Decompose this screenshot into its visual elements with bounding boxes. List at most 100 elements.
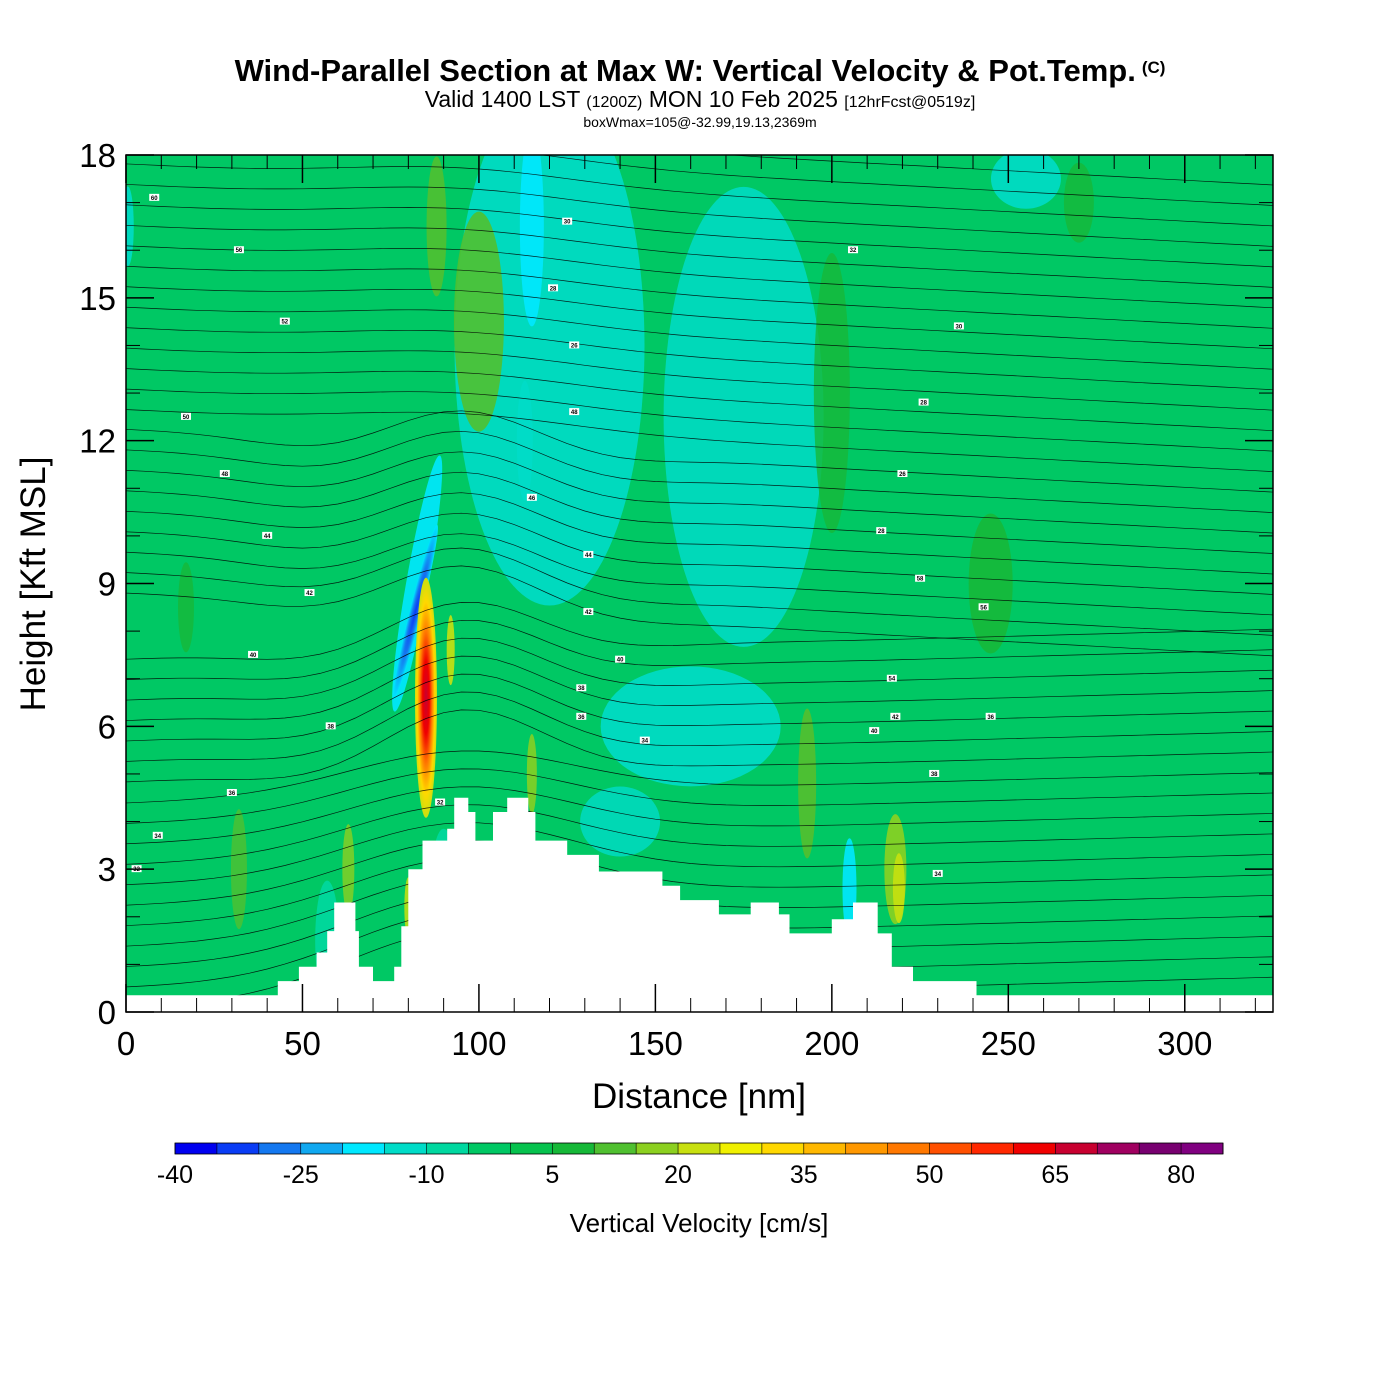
svg-text:40: 40 xyxy=(617,658,624,664)
valid-utc: (1200Z) xyxy=(586,94,643,111)
theta-contour-label-21: 36 xyxy=(576,712,587,721)
theta-contour-label-10: 34 xyxy=(152,831,163,840)
svg-text:44: 44 xyxy=(264,534,271,540)
velocity-feature-7 xyxy=(126,186,134,267)
theta-contours: 60 56 52 50 48 44 42 40 38 36 34 32 30 28 26 48 46 44 42 40… xyxy=(126,155,1273,1008)
theta-contour-label-23: 32 xyxy=(848,246,859,254)
velocity-feature-13 xyxy=(798,708,817,859)
svg-text:56: 56 xyxy=(980,605,987,611)
svg-text:30: 30 xyxy=(956,324,963,330)
theta-contour-label-32: 40 xyxy=(869,727,880,735)
theta-contour-24 xyxy=(126,451,1273,534)
svg-text:56: 56 xyxy=(236,248,243,254)
y-tick-label: 3 xyxy=(98,851,116,888)
theta-contour-16 xyxy=(126,619,1273,681)
svg-text:38: 38 xyxy=(931,772,938,778)
theta-contour-label-29: 56 xyxy=(978,603,989,611)
theta-contour-label-3: 50 xyxy=(180,412,191,421)
svg-text:40: 40 xyxy=(871,729,878,735)
velocity-feature-21 xyxy=(342,824,355,915)
theta-contour-12 xyxy=(126,691,1273,762)
colorbar-swatch-0 xyxy=(175,1143,218,1154)
theta-contour-32 xyxy=(126,306,1273,370)
copyright-mark: (C) xyxy=(1141,58,1166,77)
theta-contour-14 xyxy=(126,655,1273,721)
svg-text:60: 60 xyxy=(151,196,158,202)
colorbar-swatch-18 xyxy=(929,1143,972,1154)
velocity-feature-18 xyxy=(1063,162,1094,243)
chart-title: Wind-Parallel Section at Max W: Vertical… xyxy=(0,50,1400,89)
chart-subtitle: Valid 1400 LST (1200Z) MON 10 Feb 2025 [… xyxy=(0,87,1400,115)
colorbar-swatch-7 xyxy=(468,1143,511,1154)
x-tick-label: 250 xyxy=(981,1025,1036,1062)
theta-contour-label-4: 48 xyxy=(219,469,230,478)
theta-contour-22 xyxy=(126,492,1273,575)
colorbar-tick-label: 80 xyxy=(1167,1161,1195,1189)
theta-contour-label-26: 26 xyxy=(897,469,908,478)
theta-contour-label-27: 28 xyxy=(876,527,887,535)
svg-text:32: 32 xyxy=(437,801,444,807)
theta-contour-label-25: 28 xyxy=(918,398,929,407)
theta-contour-10 xyxy=(126,750,1273,804)
velocity-feature-8 xyxy=(519,155,544,327)
y-tick-label: 15 xyxy=(79,280,116,317)
theta-contour-30 xyxy=(126,347,1273,411)
theta-contour-34 xyxy=(126,265,1273,329)
theta-contour-13 xyxy=(126,673,1273,742)
theta-contour-21 xyxy=(126,512,1273,595)
svg-text:36: 36 xyxy=(578,715,585,721)
theta-contour-41 xyxy=(726,155,1273,186)
theta-contour-label-30: 54 xyxy=(886,674,897,683)
valid-date: MON 10 Feb 2025 xyxy=(648,86,838,112)
svg-text:28: 28 xyxy=(920,401,927,407)
colorbar-tick-label: 50 xyxy=(916,1161,944,1189)
velocity-feature-27 xyxy=(446,615,455,686)
colorbar-swatch-12 xyxy=(678,1143,721,1154)
x-tick-label: 200 xyxy=(804,1025,859,1062)
colorbar-swatch-9 xyxy=(552,1143,595,1154)
valid-time: Valid 1400 LST xyxy=(424,86,580,112)
svg-text:42: 42 xyxy=(585,610,592,616)
chart-title-block: Wind-Parallel Section at Max W: Vertical… xyxy=(0,50,1400,129)
colorbar-tick-label: 35 xyxy=(790,1161,818,1189)
colorbar-swatch-11 xyxy=(636,1143,679,1154)
theta-contour-38 xyxy=(126,184,1273,247)
forecast-info: [12hrFcst@0519z] xyxy=(844,94,976,111)
theta-contour-label-18: 42 xyxy=(583,608,594,616)
velocity-feature-0 xyxy=(454,155,645,606)
theta-contour-label-24: 30 xyxy=(953,322,964,330)
svg-text:28: 28 xyxy=(550,286,557,292)
colorbar-tick-label: -25 xyxy=(283,1161,319,1189)
colorbar: -40 -25 -10 5 20 35 50 65 80 xyxy=(157,1142,1224,1189)
svg-text:58: 58 xyxy=(917,577,924,583)
colorbar-tick-label: -40 xyxy=(157,1161,193,1189)
theta-contour-6 xyxy=(126,822,1273,886)
velocity-feature-9 xyxy=(516,380,533,501)
theta-contour-7 xyxy=(126,804,1273,865)
colorbar-swatch-13 xyxy=(719,1143,763,1154)
colorbar-title: Vertical Velocity [cm/s] xyxy=(570,1208,829,1238)
colorbar-tick-label: 20 xyxy=(664,1161,692,1189)
theta-contour-label-20: 38 xyxy=(576,684,587,692)
colorbar-swatch-6 xyxy=(426,1143,469,1154)
velocity-feature-17 xyxy=(813,253,850,534)
theta-contour-39 xyxy=(126,163,1273,227)
svg-text:28: 28 xyxy=(878,529,885,535)
theta-contour-11 xyxy=(126,709,1273,783)
theta-contour-label-8: 38 xyxy=(325,722,336,730)
svg-text:40: 40 xyxy=(250,653,257,659)
velocity-feature-20 xyxy=(230,809,247,930)
theta-contour-17 xyxy=(126,602,1273,660)
svg-text:38: 38 xyxy=(327,724,334,730)
svg-text:38: 38 xyxy=(578,686,585,692)
theta-contour-27 xyxy=(126,409,1273,472)
theta-contour-19 xyxy=(126,547,1273,636)
theta-contour-label-33: 38 xyxy=(929,769,940,778)
terrain-mask xyxy=(126,797,1273,1012)
x-tick-label: 300 xyxy=(1157,1025,1212,1062)
colorbar-swatch-16 xyxy=(845,1143,889,1154)
velocity-feature-19 xyxy=(177,562,194,653)
velocity-feature-23 xyxy=(526,733,537,814)
x-axis-title: Distance [nm] xyxy=(592,1077,806,1116)
svg-text:44: 44 xyxy=(585,553,592,559)
